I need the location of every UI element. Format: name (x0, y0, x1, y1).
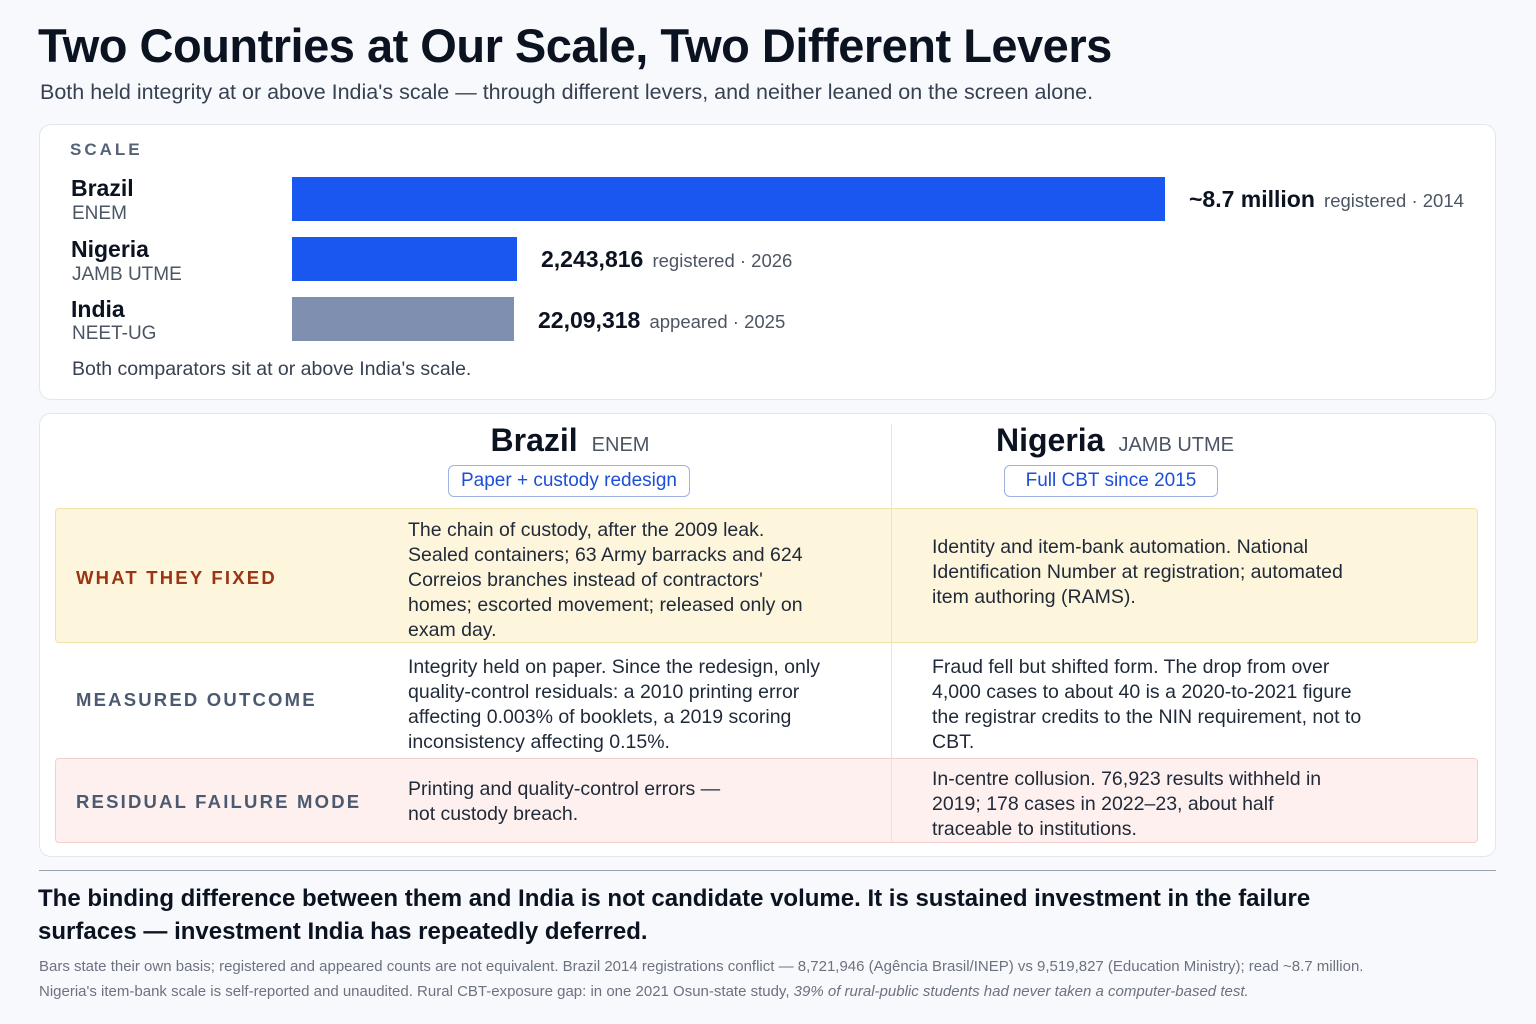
page-subtitle: Both held integrity at or above India's … (40, 80, 1094, 104)
scale-note: Both comparators sit at or above India's… (72, 358, 472, 380)
bar-value-number: ~8.7 million (1189, 186, 1315, 212)
row-label-measured-outcome: MEASURED OUTCOME (76, 689, 317, 710)
bar-value-label: 22,09,318 appeared · 2025 (538, 307, 785, 334)
takeaway-statement: The binding difference between them and … (38, 885, 1311, 945)
cell-brazil-measured-outcome: Integrity held on paper. Since the redes… (408, 656, 820, 753)
bar-exam-label: NEET-UG (72, 323, 157, 344)
bar-value-label: ~8.7 million registered · 2014 (1189, 186, 1464, 213)
cell-nigeria-residual-failure: In-centre collusion. 76,923 results with… (932, 768, 1322, 840)
row-band-what-they-fixed (55, 508, 1478, 643)
cell-nigeria-measured-outcome: Fraud fell but shifted form. The drop fr… (932, 656, 1362, 753)
footnote-emphasis: 39% of rural-public students had never t… (793, 983, 1249, 1000)
page-title: Two Countries at Our Scale, Two Differen… (38, 19, 1112, 72)
cell-nigeria-what-they-fixed: Identity and item-bank automation. Natio… (932, 536, 1343, 608)
bar-india (292, 297, 514, 341)
bar-exam-label: ENEM (72, 203, 127, 224)
row-label-residual-failure-mode: RESIDUAL FAILURE MODE (76, 791, 362, 812)
row-label-what-they-fixed: WHAT THEY FIXED (76, 567, 277, 588)
column-header-nigeria: Nigeria JAMB UTME (960, 422, 1270, 462)
column-country: Nigeria (995, 422, 1105, 458)
bar-value-label: 2,243,816 registered · 2026 (541, 246, 792, 273)
footnote-line: Bars state their own basis; registered a… (39, 958, 1364, 975)
bar-value-basis: registered · 2026 (652, 250, 793, 271)
bar-country-label: Nigeria (71, 236, 149, 262)
cell-brazil-residual-failure: Printing and quality-control errors — no… (408, 778, 721, 825)
bar-value-number: 2,243,816 (541, 246, 644, 272)
column-exam: JAMB UTME (1118, 434, 1235, 456)
bar-brazil (292, 177, 1165, 221)
bar-country-label: Brazil (71, 175, 134, 201)
footnote-text: Nigeria's item-bank scale is self-report… (39, 983, 794, 1000)
divider-rule (39, 870, 1496, 871)
bar-value-basis: appeared · 2025 (649, 311, 786, 332)
bar-track (292, 177, 1480, 221)
footnote-line: Nigeria's item-bank scale is self-report… (39, 983, 1249, 1000)
column-exam: ENEM (591, 434, 650, 456)
row-band-residual-failure (55, 758, 1478, 843)
bar-country-label: India (71, 296, 125, 322)
bar-nigeria (292, 237, 517, 281)
column-divider (891, 424, 892, 842)
column-country: Brazil (490, 422, 578, 458)
approach-badge-brazil: Paper + custody redesign (448, 465, 690, 497)
bar-track (292, 297, 1480, 341)
bar-exam-label: JAMB UTME (72, 264, 182, 285)
scale-panel (39, 124, 1496, 400)
bar-track (292, 237, 1480, 281)
scale-panel-label: SCALE (70, 140, 143, 159)
column-header-brazil: Brazil ENEM (420, 422, 720, 462)
cell-brazil-what-they-fixed: The chain of custody, after the 2009 lea… (408, 519, 803, 641)
bar-value-number: 22,09,318 (538, 307, 641, 333)
bar-value-basis: registered · 2014 (1324, 190, 1464, 211)
approach-badge-nigeria: Full CBT since 2015 (1004, 465, 1218, 497)
